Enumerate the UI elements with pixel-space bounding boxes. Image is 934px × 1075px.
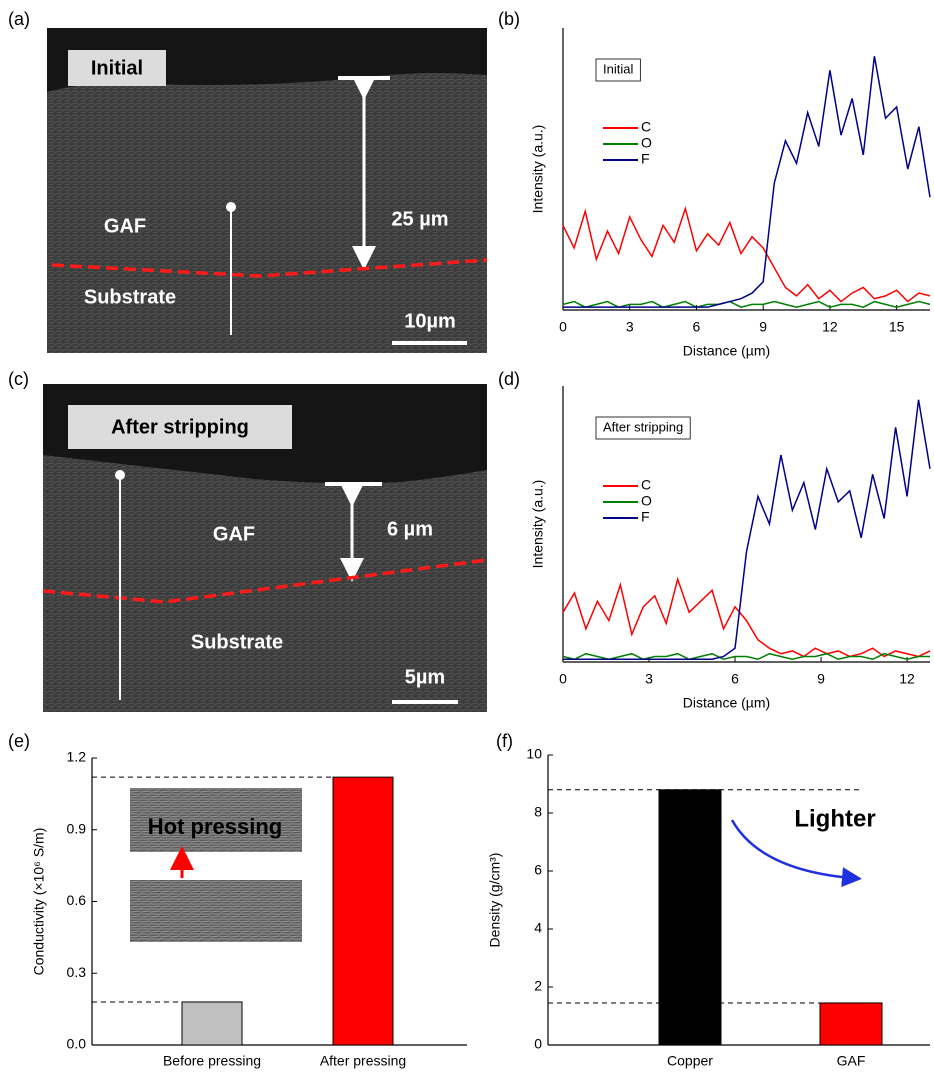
x-tick-label: 0 — [559, 319, 567, 335]
x-tick-label: 0 — [559, 671, 567, 687]
series-line — [563, 399, 931, 660]
tag-box — [68, 405, 292, 449]
series-line — [562, 652, 930, 661]
panel-label: (c) — [8, 369, 29, 389]
inset-image — [130, 788, 302, 852]
y-axis-label: Density (g/cm³) — [487, 853, 503, 948]
y-axis-label: Intensity (a.u.) — [530, 125, 546, 214]
x-axis-label: Distance (µm) — [683, 343, 770, 359]
inset-text: Hot pressing — [148, 814, 282, 839]
legend-label: F — [641, 509, 650, 525]
y-axis-label: Conductivity (×10⁶ S/m) — [31, 828, 47, 976]
panel-label: (b) — [498, 9, 520, 29]
y-tick-label: 0 — [534, 1036, 542, 1052]
x-tick-label: Before pressing — [163, 1053, 261, 1069]
inset — [130, 788, 302, 942]
series-line — [562, 205, 931, 303]
x-tick-label: 6 — [731, 671, 739, 687]
scan-start — [226, 202, 236, 212]
annotation-box — [595, 416, 691, 440]
interface-line — [42, 558, 488, 604]
legend-label: C — [641, 119, 651, 135]
substrate-label: Substrate — [191, 631, 283, 653]
tag: Initial — [91, 57, 143, 79]
trend-arrow — [730, 819, 862, 888]
panel-label: (a) — [8, 9, 30, 29]
y-tick-label: 4 — [534, 920, 542, 936]
y-tick-label: 10 — [526, 746, 542, 762]
x-tick-label: 12 — [822, 319, 838, 335]
annotation: Initial — [603, 61, 633, 76]
x-tick-label: Copper — [667, 1053, 713, 1069]
thickness: 25 µm — [391, 208, 448, 230]
annotation: Lighter — [794, 805, 875, 832]
x-tick-label: 3 — [645, 671, 653, 687]
bar — [819, 1002, 883, 1046]
annotation-box — [595, 58, 641, 82]
substrate-label: Substrate — [84, 286, 176, 308]
x-tick-label: GAF — [837, 1053, 866, 1069]
y-tick-label: 0.0 — [67, 1036, 87, 1052]
y-tick-label: 0.3 — [67, 964, 87, 980]
bar — [658, 789, 722, 1046]
x-tick-label: 9 — [759, 319, 767, 335]
y-tick-label: 2 — [534, 978, 542, 994]
layer-label: GAF — [213, 523, 255, 545]
bar — [181, 1001, 243, 1046]
y-tick-label: 0.6 — [67, 892, 87, 908]
series-line — [562, 576, 931, 658]
y-tick-label: 1.2 — [67, 749, 87, 765]
x-tick-label: 12 — [899, 671, 915, 687]
x-tick-label: 3 — [626, 319, 634, 335]
inset-image — [130, 880, 302, 942]
interface-line — [51, 258, 488, 278]
x-tick-label: 15 — [889, 319, 905, 335]
x-tick-label: 9 — [817, 671, 825, 687]
x-axis-label: Distance (µm) — [683, 695, 770, 711]
legend-label: C — [641, 477, 651, 493]
scale-bar-label: 5µm — [405, 666, 445, 688]
y-tick-label: 0.9 — [67, 820, 87, 836]
y-tick-label: 6 — [534, 862, 542, 878]
thickness: 6 µm — [387, 518, 433, 540]
annotation: After stripping — [603, 419, 683, 434]
series-line — [563, 56, 931, 308]
legend-label: F — [641, 151, 650, 167]
tag-box — [68, 50, 166, 86]
panel-label: (f) — [496, 731, 513, 751]
y-tick-label: 8 — [534, 804, 542, 820]
x-tick-label: 6 — [693, 319, 701, 335]
panel-label: (d) — [498, 369, 520, 389]
legend-label: O — [641, 135, 652, 151]
panel-label: (e) — [8, 731, 30, 751]
y-axis-label: Intensity (a.u.) — [530, 480, 546, 569]
layer-label: GAF — [104, 215, 146, 237]
bar — [332, 776, 394, 1046]
series-line — [562, 300, 931, 308]
x-tick-label: After pressing — [320, 1053, 406, 1069]
legend-label: O — [641, 493, 652, 509]
scan-start — [115, 470, 125, 480]
tag: After stripping — [111, 416, 249, 438]
scale-bar-label: 10µm — [404, 310, 456, 332]
